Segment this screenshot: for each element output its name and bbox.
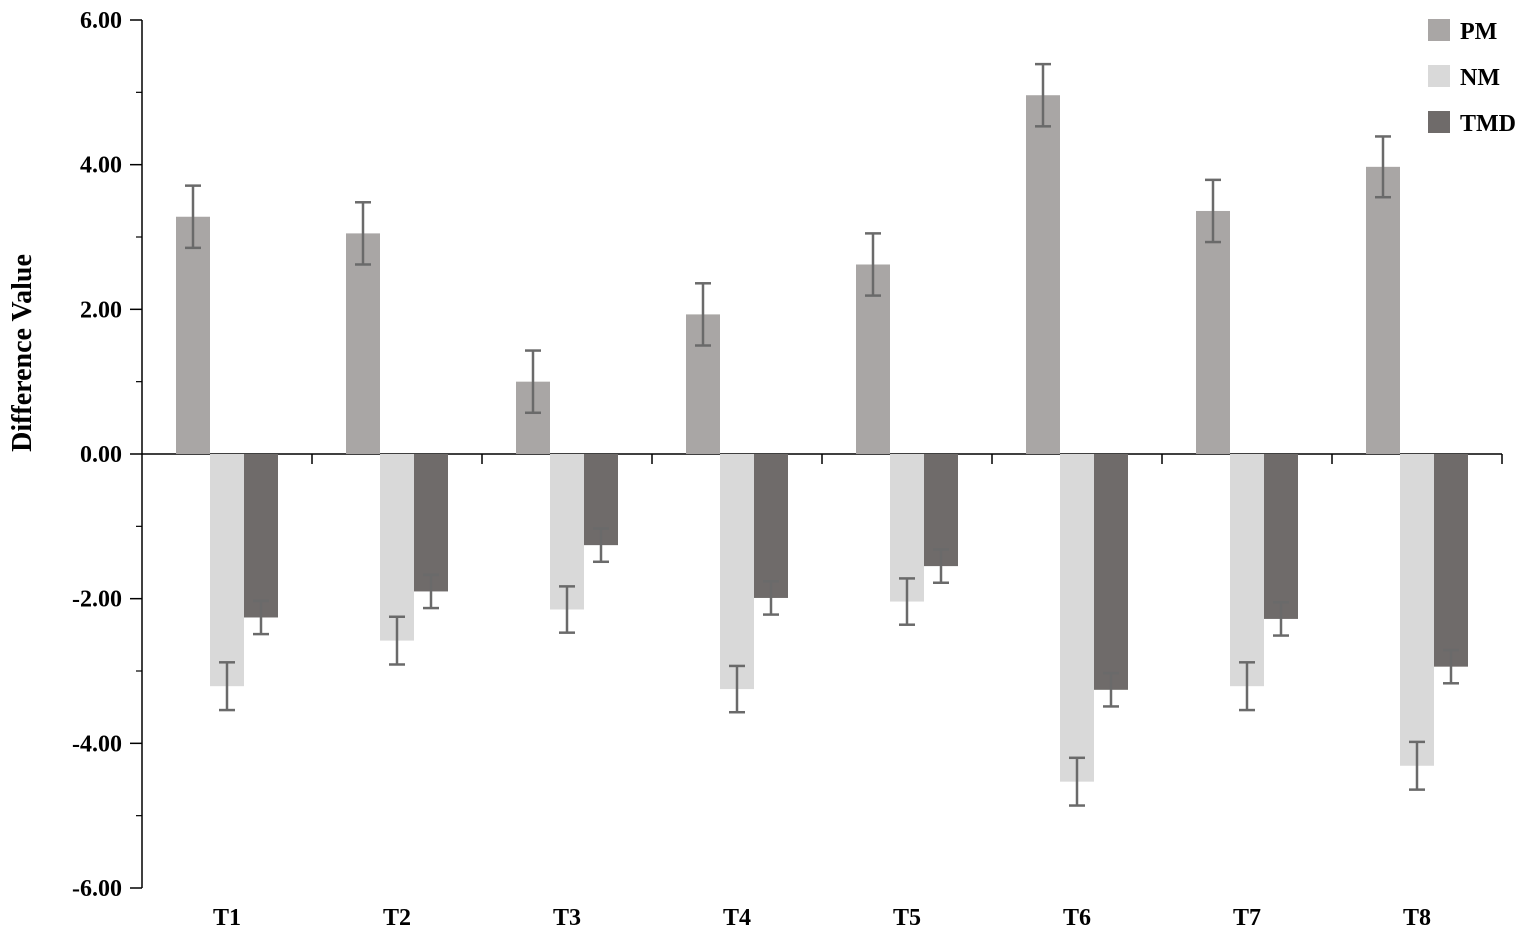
bar-nm-t5 — [890, 454, 924, 602]
x-category-label: T5 — [893, 905, 921, 931]
bar-nm-t3 — [550, 454, 584, 610]
bar-nm-t8 — [1400, 454, 1434, 766]
bar-tmd-t7 — [1264, 454, 1298, 619]
legend-swatch-tmd — [1428, 111, 1450, 133]
bars — [176, 62, 1468, 807]
x-category-label: T8 — [1403, 905, 1431, 931]
y-axis-title-group: Difference Value — [7, 254, 38, 452]
y-tick-label: 2.00 — [80, 297, 122, 323]
bar-pm-t8 — [1366, 166, 1400, 454]
x-category-label: T3 — [553, 905, 581, 931]
legend-label-pm: PM — [1460, 19, 1497, 45]
legend-label-nm: NM — [1460, 65, 1500, 91]
y-tick-label: 6.00 — [80, 8, 122, 34]
y-tick-label: 4.00 — [80, 153, 122, 179]
axes: 6.00 4.00 2.00 0.00 -2.00 -4.00 -6.00 T1 T2 T3 T4 T… — [72, 8, 1503, 931]
bar-pm-t7 — [1196, 210, 1230, 454]
legend-swatch-pm — [1428, 19, 1450, 41]
legend-swatch-nm — [1428, 65, 1450, 87]
bar-nm-t1 — [210, 454, 244, 687]
bar-tmd-t6 — [1094, 454, 1128, 690]
bar-nm-t7 — [1230, 454, 1264, 687]
bar-tmd-t1 — [244, 454, 278, 618]
bar-tmd-t5 — [924, 454, 958, 567]
bar-nm-t4 — [720, 454, 754, 690]
bar-tmd-t8 — [1434, 454, 1468, 667]
legend: PM NM TMD — [1428, 19, 1516, 137]
x-category-label: T4 — [723, 905, 751, 931]
legend-label-tmd: TMD — [1460, 111, 1516, 137]
x-category-label: T2 — [383, 905, 411, 931]
x-category-label: T6 — [1063, 905, 1091, 931]
x-category-label: T7 — [1233, 905, 1261, 931]
bar-tmd-t4 — [754, 454, 788, 598]
y-tick-label: -4.00 — [72, 731, 122, 757]
y-tick-label: -6.00 — [72, 876, 122, 902]
x-category-label: T1 — [213, 905, 241, 931]
bar-nm-t6 — [1060, 454, 1094, 782]
y-axis-title: Difference Value — [7, 254, 38, 452]
bar-nm-t2 — [380, 454, 414, 641]
bar-tmd-t2 — [414, 454, 448, 592]
y-tick-label: -2.00 — [72, 587, 122, 613]
bar-pm-t6 — [1026, 95, 1060, 454]
bar-pm-t2 — [346, 233, 380, 454]
bar-pm-t1 — [176, 216, 210, 454]
y-tick-label: 0.00 — [80, 442, 122, 468]
